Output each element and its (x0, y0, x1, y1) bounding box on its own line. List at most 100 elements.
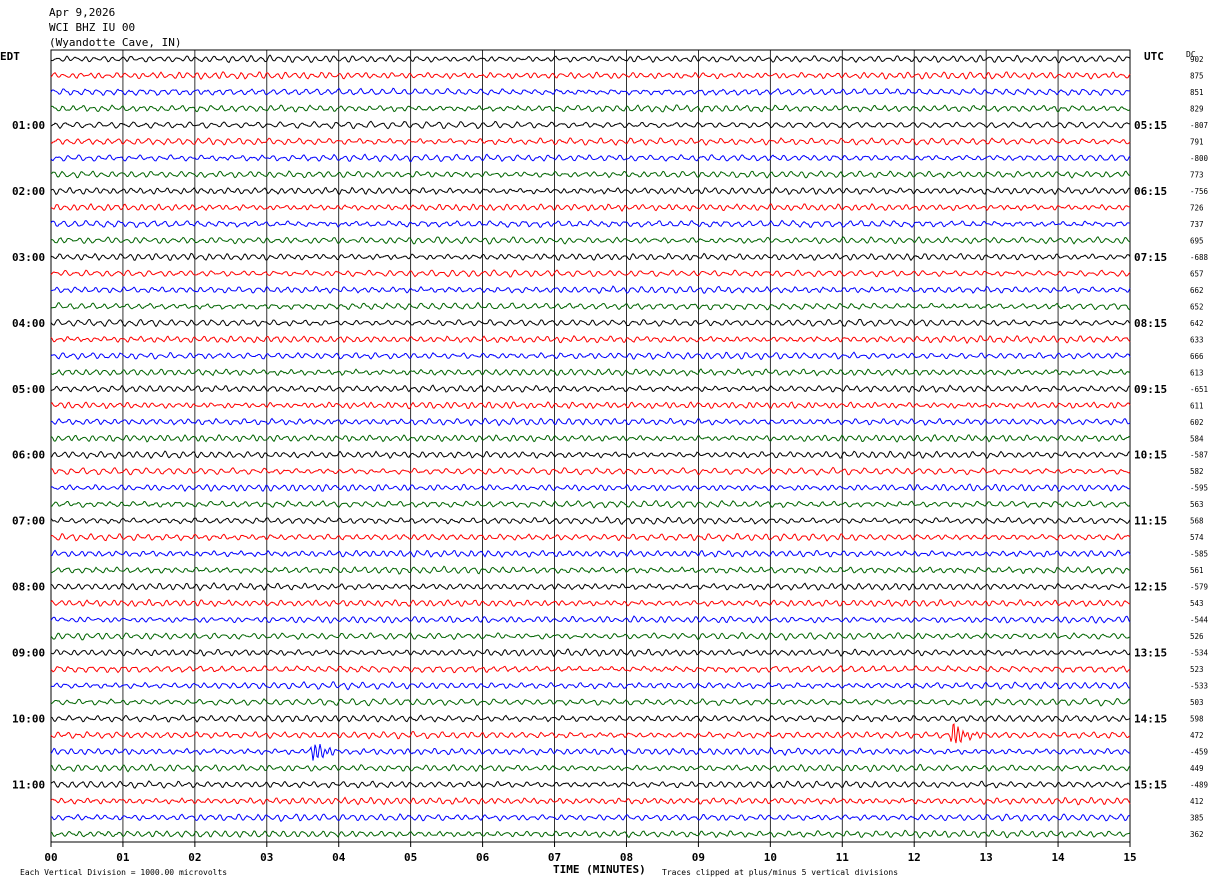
x-tick-label: 02 (188, 851, 201, 864)
station-code: WCI BHZ IU 00 (49, 21, 136, 34)
trace-line (50, 763, 1131, 773)
dc-offset-label: 602 (1190, 418, 1204, 427)
utc-hour-label: 13:15 (1134, 647, 1167, 660)
trace-line (50, 335, 1131, 345)
dc-offset-label: -533 (1190, 682, 1208, 691)
dc-offset-label: 561 (1190, 566, 1204, 575)
trace-line (50, 368, 1131, 377)
trace-line (50, 301, 1131, 311)
trace-line (50, 796, 1131, 806)
trace-line (50, 723, 1131, 744)
x-tick-label: 11 (836, 851, 850, 864)
trace-line (50, 71, 1131, 81)
dc-offset-label: -756 (1190, 187, 1209, 196)
dc-offset-label: 829 (1190, 104, 1204, 113)
edt-hour-label: 08:00 (12, 581, 45, 594)
edt-axis-label: EDT (0, 50, 20, 63)
utc-hour-label: 05:15 (1134, 119, 1167, 132)
trace-line (50, 285, 1131, 295)
utc-axis-label: UTC (1144, 50, 1164, 63)
trace-line (50, 450, 1131, 460)
x-tick-label: 04 (332, 851, 346, 864)
trace-line (50, 499, 1131, 509)
trace-line (50, 401, 1131, 410)
x-tick-label: 07 (548, 851, 561, 864)
edt-hour-label: 06:00 (12, 449, 45, 462)
dc-offset-label: 568 (1190, 517, 1204, 526)
x-tick-label: 13 (980, 851, 993, 864)
trace-line (50, 417, 1131, 427)
utc-hour-label: 06:15 (1134, 185, 1167, 198)
trace-line (50, 743, 1131, 761)
dc-offset-label: 902 (1190, 55, 1204, 64)
dc-offset-label: 584 (1190, 434, 1204, 443)
utc-hour-label: 09:15 (1134, 383, 1167, 396)
utc-hour-label: 07:15 (1134, 251, 1167, 264)
trace-line (50, 137, 1131, 146)
trace-line (50, 483, 1131, 493)
dc-offset-label: -489 (1190, 781, 1208, 790)
dc-offset-label: -595 (1190, 484, 1208, 493)
trace-line (50, 104, 1131, 113)
dc-offset-label: 582 (1190, 467, 1204, 476)
dc-offset-label: 875 (1190, 71, 1204, 80)
edt-hour-label: 11:00 (12, 779, 45, 792)
trace-line (50, 186, 1131, 196)
station-location: (Wyandotte Cave, IN) (49, 36, 182, 49)
trace-line (50, 598, 1131, 608)
trace-line (50, 549, 1131, 559)
dc-offset-label: 666 (1190, 352, 1204, 361)
x-tick-label: 15 (1123, 851, 1136, 864)
trace-line (50, 466, 1131, 476)
dc-offset-label: -651 (1190, 385, 1208, 394)
dc-offset-label: -585 (1190, 550, 1208, 559)
dc-offset-label: 574 (1190, 533, 1204, 542)
dc-offset-label: 695 (1190, 236, 1204, 245)
dc-offset-label: 662 (1190, 286, 1204, 295)
dc-offset-label: 613 (1190, 368, 1204, 377)
dc-offset-label: 657 (1190, 269, 1204, 278)
trace-line (50, 516, 1131, 525)
dc-offset-label: 851 (1190, 88, 1204, 97)
trace-line (50, 252, 1131, 262)
edt-hour-label: 07:00 (12, 515, 45, 528)
trace-line (50, 813, 1131, 823)
trace-line (50, 87, 1131, 97)
dc-offset-label: 543 (1190, 599, 1204, 608)
edt-hour-label: 03:00 (12, 251, 45, 264)
utc-hour-label: 08:15 (1134, 317, 1167, 330)
trace-line (50, 120, 1131, 130)
dc-offset-label: 737 (1190, 220, 1204, 229)
seismic-traces (50, 54, 1131, 839)
trace-line (50, 269, 1131, 278)
utc-hour-label: 14:15 (1134, 713, 1167, 726)
dc-offset-label: 526 (1190, 632, 1204, 641)
trace-line (50, 664, 1131, 674)
dc-label: DC (1186, 50, 1196, 59)
dc-offset-label: 633 (1190, 335, 1204, 344)
dc-offset-label: 598 (1190, 715, 1204, 724)
x-tick-label: 05 (404, 851, 417, 864)
dc-offset-label: 642 (1190, 319, 1204, 328)
utc-hour-label: 12:15 (1134, 581, 1167, 594)
dc-offset-label: 412 (1190, 797, 1204, 806)
edt-hour-label: 02:00 (12, 185, 45, 198)
dc-offset-label: 523 (1190, 665, 1204, 674)
trace-line (50, 203, 1130, 212)
dc-offset-label: 773 (1190, 170, 1204, 179)
x-tick-label: 12 (908, 851, 921, 864)
dc-offset-label: -587 (1190, 451, 1208, 460)
trace-line (50, 318, 1131, 328)
grid-lines (50, 49, 1131, 847)
trace-line (50, 384, 1131, 393)
trace-line (50, 153, 1131, 163)
x-tick-label: 14 (1051, 851, 1065, 864)
utc-hour-label: 15:15 (1134, 779, 1167, 792)
trace-line (50, 581, 1131, 592)
plot-date: Apr 9,2026 (49, 6, 116, 19)
dc-offset-label: -534 (1190, 649, 1209, 658)
edt-hour-label: 10:00 (12, 713, 45, 726)
footer-scale-note: Each Vertical Division = 1000.00 microvo… (20, 868, 227, 877)
edt-hour-label: 09:00 (12, 647, 45, 660)
